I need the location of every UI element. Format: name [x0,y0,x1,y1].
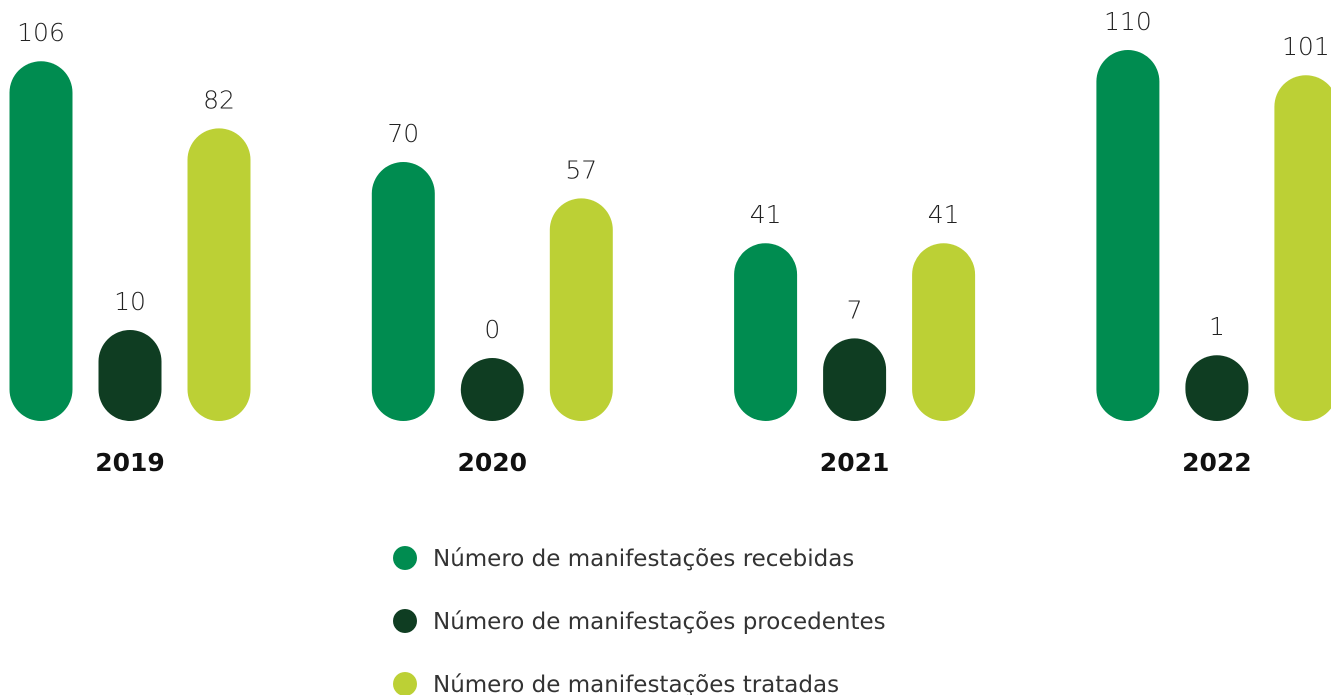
bar [549,198,613,421]
bar [371,162,435,421]
bar [98,330,162,421]
x-tick-label: 2022 [1182,448,1252,477]
legend-label: Número de manifestações procedentes [433,609,886,635]
legend-label: Número de manifestações tratadas [433,672,839,695]
legend-label: Número de manifestações recebidas [433,546,854,572]
value-label: 106 [17,18,65,47]
value-label: 101 [1282,32,1330,61]
value-label: 1 [1209,312,1225,341]
value-label: 10 [114,287,146,316]
value-label: 41 [750,200,782,229]
bar [187,128,251,421]
value-label: 57 [565,155,597,184]
bar [460,358,524,421]
bar [734,243,798,421]
bar [912,243,976,421]
bar [1185,355,1249,421]
bar [9,61,73,421]
legend-marker [393,546,417,570]
bar [1274,75,1331,421]
legend-marker [393,672,417,695]
x-tick-label: 2021 [820,448,890,477]
value-label: 70 [387,119,419,148]
bar [1096,50,1160,421]
value-label: 110 [1104,7,1152,36]
value-label: 41 [928,200,960,229]
x-tick-label: 2019 [95,448,165,477]
bar [823,338,887,421]
value-label: 0 [484,315,500,344]
x-tick-label: 2020 [458,448,528,477]
value-label: 82 [203,85,235,114]
value-label: 7 [847,295,863,324]
legend-marker [393,609,417,633]
